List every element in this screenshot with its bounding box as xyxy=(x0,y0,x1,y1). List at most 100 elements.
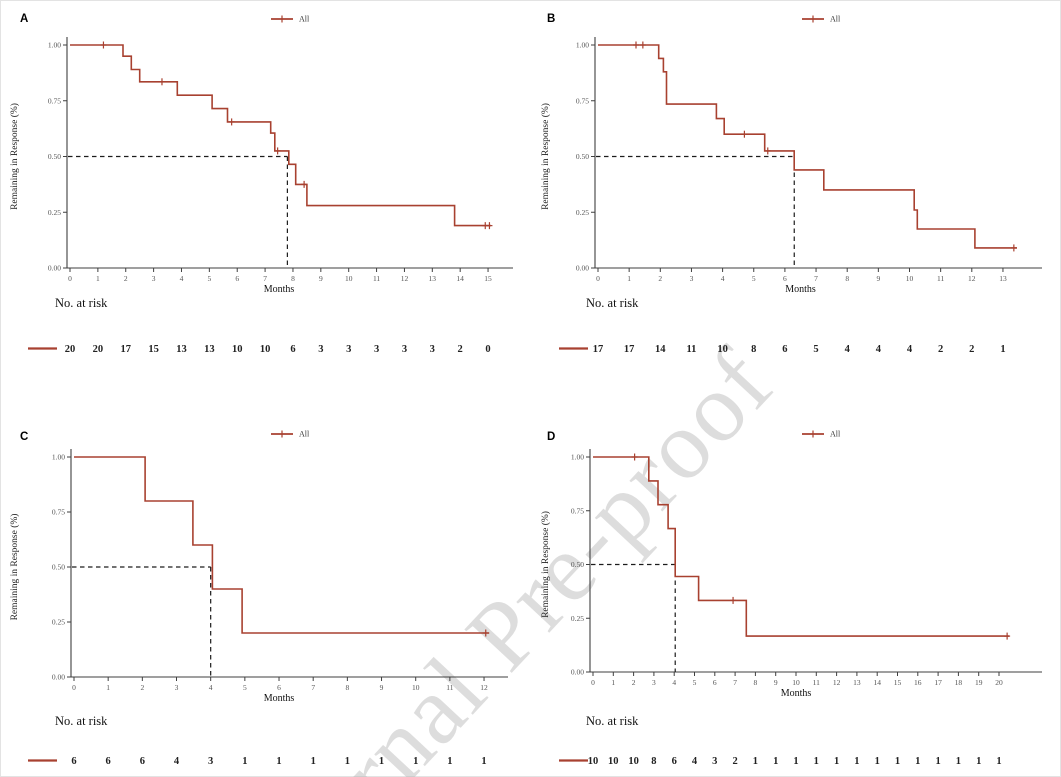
legend-label: All xyxy=(830,15,841,24)
risk-count: 3 xyxy=(430,344,435,355)
risk-count: 1 xyxy=(834,756,839,767)
risk-count: 5 xyxy=(813,344,818,355)
x-tick-label: 1 xyxy=(106,683,110,692)
x-tick-label: 5 xyxy=(752,274,756,283)
risk-count: 1 xyxy=(1000,344,1005,355)
x-tick-label: 0 xyxy=(591,678,595,687)
y-tick-label: 1.00 xyxy=(48,41,61,50)
risk-table-title: No. at risk xyxy=(55,714,108,728)
y-tick-label: 0.25 xyxy=(48,208,61,217)
risk-count: 10 xyxy=(232,344,243,355)
risk-count: 6 xyxy=(290,344,295,355)
y-tick-label: 0.50 xyxy=(52,563,65,572)
x-tick-label: 7 xyxy=(263,274,267,283)
y-tick-label: 0.75 xyxy=(576,96,589,105)
y-tick-label: 0.00 xyxy=(48,264,61,273)
y-tick-label: 0.00 xyxy=(576,264,589,273)
x-axis-title: Months xyxy=(781,688,812,699)
x-tick-label: 6 xyxy=(783,274,787,283)
risk-count: 1 xyxy=(915,756,920,767)
x-tick-label: 20 xyxy=(995,678,1003,687)
risk-count: 13 xyxy=(176,344,187,355)
x-tick-label: 11 xyxy=(373,274,380,283)
risk-count: 3 xyxy=(318,344,323,355)
risk-count: 10 xyxy=(588,756,599,767)
km-curve xyxy=(74,456,490,634)
km-curve xyxy=(70,44,491,227)
x-tick-label: 5 xyxy=(207,274,211,283)
risk-count: 10 xyxy=(628,756,639,767)
x-tick-label: 13 xyxy=(853,678,861,687)
x-tick-label: 3 xyxy=(175,683,179,692)
x-tick-label: 1 xyxy=(627,274,631,283)
x-tick-label: 15 xyxy=(894,678,902,687)
y-tick-label: 1.00 xyxy=(576,41,589,50)
risk-table-title: No. at risk xyxy=(586,714,639,728)
legend-label: All xyxy=(299,430,310,439)
risk-count: 3 xyxy=(402,344,407,355)
y-tick-label: 0.75 xyxy=(571,506,584,515)
x-tick-label: 12 xyxy=(833,678,841,687)
x-tick-label: 3 xyxy=(652,678,656,687)
risk-count: 1 xyxy=(935,756,940,767)
risk-count: 8 xyxy=(751,344,756,355)
x-tick-label: 5 xyxy=(693,678,697,687)
risk-count: 1 xyxy=(895,756,900,767)
risk-count: 4 xyxy=(845,344,851,355)
risk-count: 6 xyxy=(106,756,111,767)
risk-count: 10 xyxy=(717,344,728,355)
risk-count: 3 xyxy=(712,756,717,767)
x-tick-label: 7 xyxy=(733,678,737,687)
risk-count: 2 xyxy=(458,344,463,355)
x-tick-label: 6 xyxy=(713,678,717,687)
risk-count: 3 xyxy=(374,344,379,355)
risk-count: 6 xyxy=(672,756,677,767)
km-curve xyxy=(598,44,1017,249)
y-tick-label: 1.00 xyxy=(571,453,584,462)
risk-count: 4 xyxy=(692,756,698,767)
panel-letter: A xyxy=(20,13,28,25)
x-tick-label: 12 xyxy=(480,683,488,692)
x-tick-label: 13 xyxy=(429,274,437,283)
x-tick-label: 9 xyxy=(380,683,384,692)
legend-label: All xyxy=(830,430,841,439)
risk-count: 20 xyxy=(65,344,76,355)
risk-count: 1 xyxy=(311,756,316,767)
y-tick-label: 0.00 xyxy=(571,668,584,677)
risk-count: 4 xyxy=(907,344,913,355)
x-tick-label: 9 xyxy=(319,274,323,283)
risk-count: 1 xyxy=(413,756,418,767)
x-tick-label: 1 xyxy=(611,678,615,687)
x-tick-label: 4 xyxy=(180,274,184,283)
risk-count: 2 xyxy=(938,344,943,355)
x-tick-label: 11 xyxy=(937,274,944,283)
y-tick-label: 0.75 xyxy=(52,508,65,517)
x-tick-label: 12 xyxy=(401,274,409,283)
risk-count: 1 xyxy=(345,756,350,767)
y-tick-label: 1.00 xyxy=(52,453,65,462)
risk-count: 6 xyxy=(140,756,145,767)
y-tick-label: 0.25 xyxy=(571,614,584,623)
x-tick-label: 9 xyxy=(774,678,778,687)
x-axis-title: Months xyxy=(264,693,295,704)
risk-count: 17 xyxy=(593,344,604,355)
risk-count: 4 xyxy=(876,344,882,355)
risk-count: 1 xyxy=(976,756,981,767)
risk-table-title: No. at risk xyxy=(55,296,108,310)
risk-count: 17 xyxy=(624,344,635,355)
risk-count: 1 xyxy=(447,756,452,767)
y-axis-title: Remaining in Response (%) xyxy=(540,103,551,210)
x-tick-label: 12 xyxy=(968,274,976,283)
panel-letter: B xyxy=(547,13,555,25)
y-tick-label: 0.50 xyxy=(48,152,61,161)
risk-count: 1 xyxy=(854,756,859,767)
x-tick-label: 6 xyxy=(277,683,281,692)
panel-letter: D xyxy=(547,431,555,443)
x-tick-label: 15 xyxy=(484,274,492,283)
x-tick-label: 3 xyxy=(690,274,694,283)
y-tick-label: 0.25 xyxy=(576,208,589,217)
